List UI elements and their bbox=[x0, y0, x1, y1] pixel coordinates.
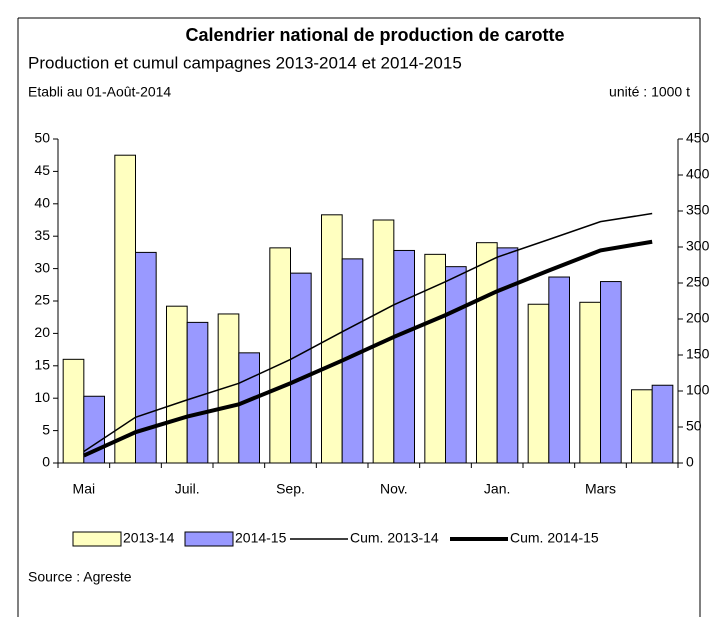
source: Source : Agreste bbox=[28, 569, 132, 585]
bar bbox=[393, 249, 416, 464]
y-tick-label: 0 bbox=[42, 454, 50, 470]
legend-swatch bbox=[72, 531, 122, 547]
bar bbox=[600, 281, 622, 464]
subtitle: Production et cumul campagnes 2013-2014 … bbox=[28, 53, 462, 72]
y-tick-label: 30 bbox=[34, 259, 50, 275]
bar bbox=[651, 384, 674, 464]
x-tick-label: Nov. bbox=[380, 481, 408, 497]
bar bbox=[445, 266, 467, 464]
bar bbox=[290, 272, 312, 464]
bar bbox=[496, 247, 519, 464]
bar bbox=[186, 321, 209, 464]
y2-tick-label: 0 bbox=[686, 454, 694, 470]
y2-tick-label: 450 bbox=[686, 130, 710, 146]
y-tick-label: 10 bbox=[34, 389, 50, 405]
y-tick-label: 20 bbox=[34, 324, 50, 340]
legend-label: 2013-14 bbox=[123, 530, 175, 546]
bar bbox=[83, 395, 106, 464]
bar bbox=[548, 276, 570, 464]
legend-label: 2014-15 bbox=[235, 530, 287, 546]
bar bbox=[166, 305, 188, 464]
bar bbox=[135, 251, 157, 464]
y2-tick-label: 50 bbox=[686, 418, 702, 434]
bar bbox=[631, 389, 653, 464]
chart-title: Calendrier national de production de car… bbox=[185, 25, 564, 45]
y-tick-label: 45 bbox=[34, 162, 50, 178]
bar bbox=[527, 303, 550, 464]
x-tick-label: Mai bbox=[73, 481, 96, 497]
legend-label: Cum. 2013-14 bbox=[350, 530, 439, 546]
bar bbox=[238, 352, 260, 464]
x-tick-label: Juil. bbox=[175, 481, 200, 497]
y-tick-label: 5 bbox=[42, 421, 50, 437]
legend-label: Cum. 2014-15 bbox=[510, 530, 599, 546]
bar bbox=[62, 358, 85, 464]
y-tick-label: 25 bbox=[34, 292, 50, 308]
y2-tick-label: 150 bbox=[686, 346, 710, 362]
y-tick-label: 15 bbox=[34, 357, 50, 373]
line bbox=[83, 212, 653, 453]
note: unité : 1000 t bbox=[609, 84, 690, 100]
bar bbox=[476, 242, 498, 464]
x-tick-label: Mars bbox=[585, 481, 616, 497]
y2-tick-label: 350 bbox=[686, 202, 710, 218]
bar bbox=[114, 154, 137, 464]
bar bbox=[269, 247, 292, 464]
y2-tick-label: 400 bbox=[686, 166, 710, 182]
note: Etabli au 01-Août-2014 bbox=[28, 84, 171, 100]
y2-tick-label: 300 bbox=[686, 238, 710, 254]
y2-tick-label: 200 bbox=[686, 310, 710, 326]
y-tick-label: 35 bbox=[34, 227, 50, 243]
bar bbox=[579, 301, 601, 464]
bar bbox=[321, 214, 343, 464]
y2-tick-label: 100 bbox=[686, 382, 710, 398]
x-tick-label: Sep. bbox=[276, 481, 305, 497]
legend-swatch bbox=[184, 531, 234, 547]
y-tick-label: 50 bbox=[34, 130, 50, 146]
x-tick-label: Jan. bbox=[484, 481, 510, 497]
line bbox=[83, 239, 653, 458]
y2-tick-label: 250 bbox=[686, 274, 710, 290]
y-tick-label: 40 bbox=[34, 195, 50, 211]
